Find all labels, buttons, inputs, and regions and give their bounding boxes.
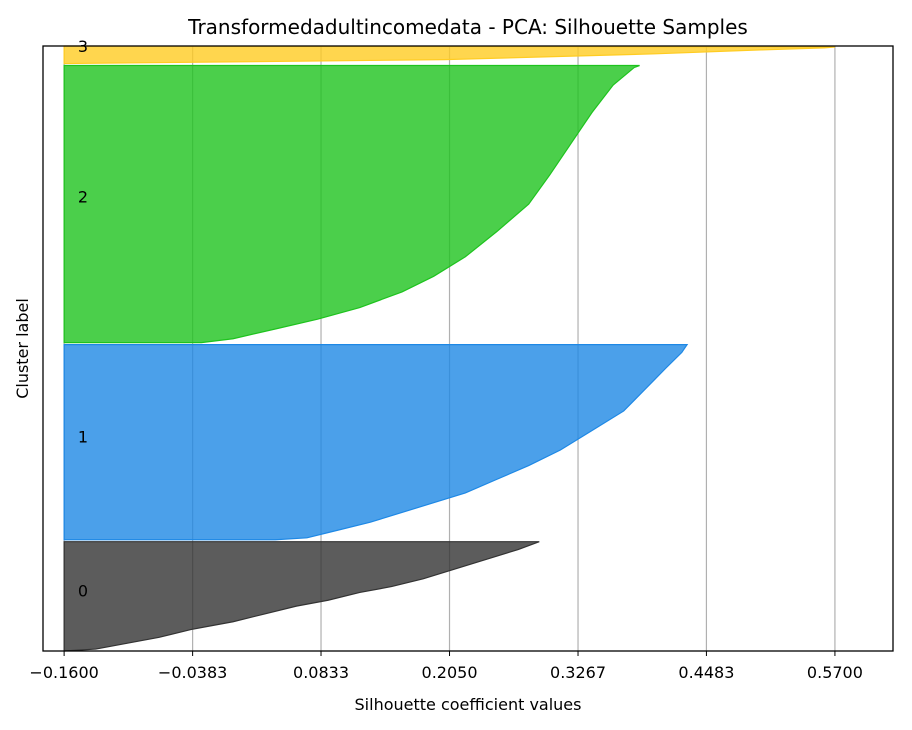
x-tick-label-1: −0.0383	[158, 663, 227, 682]
y-tick-label-cluster-1: 1	[78, 427, 88, 446]
chart-title: Transformedadultincomedata - PCA: Silhou…	[187, 15, 748, 39]
y-tick-label-cluster-3: 3	[78, 37, 88, 56]
x-tick-label-4: 0.3267	[550, 663, 606, 682]
x-tick-label-5: 0.4483	[678, 663, 734, 682]
silhouette-area-cluster-1	[63, 343, 689, 541]
x-axis-label: Silhouette coefficient values	[355, 695, 582, 714]
y-axis-label: Cluster label	[13, 298, 32, 399]
cluster-layer	[63, 45, 835, 652]
y-tick-label-cluster-2: 2	[78, 187, 88, 206]
x-tick-label-2: 0.0833	[293, 663, 349, 682]
tick-layer: −0.1600 −0.0383 0.0833 0.2050 0.3267 0.4483 0.…	[29, 37, 862, 682]
silhouette-area-cluster-0	[63, 541, 540, 652]
x-tick-label-6: 0.5700	[807, 663, 863, 682]
y-tick-label-cluster-0: 0	[78, 582, 88, 601]
x-tick-label-3: 0.2050	[422, 663, 478, 682]
silhouette-area-cluster-2	[63, 64, 640, 344]
x-tick-label-0: −0.1600	[29, 663, 98, 682]
plot-frame	[42, 45, 894, 652]
